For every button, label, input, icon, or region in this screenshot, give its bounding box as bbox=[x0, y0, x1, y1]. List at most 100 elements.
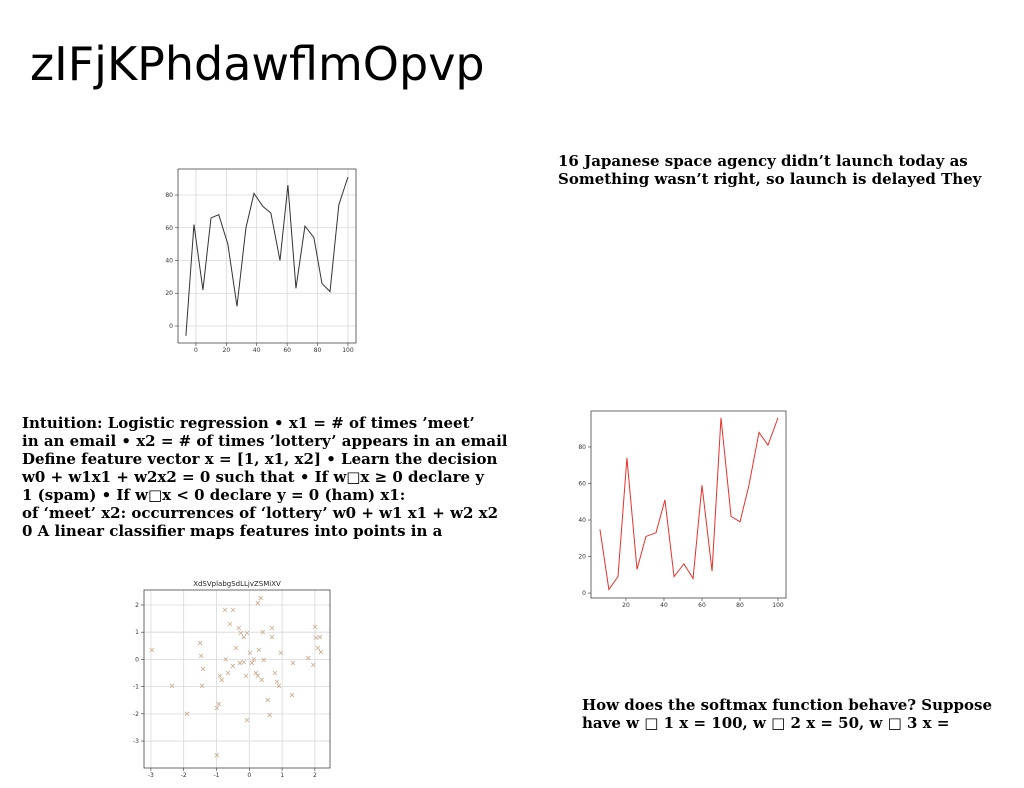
x-tick-label: 40 bbox=[253, 347, 261, 354]
scatter-point bbox=[251, 657, 257, 662]
chart: 20 40 60 80 100 0 20 40 60 80 bbox=[578, 410, 787, 609]
scatter-point bbox=[238, 630, 244, 636]
scatter-point bbox=[255, 673, 261, 679]
scatter-point bbox=[269, 634, 275, 640]
y-tick-label: 0 bbox=[582, 590, 586, 597]
x-tick-label: 0 bbox=[194, 347, 198, 354]
scatter-point bbox=[243, 673, 249, 679]
scatter-point bbox=[214, 752, 220, 758]
scatter-point bbox=[200, 666, 206, 672]
x-tick-label: 80 bbox=[314, 347, 322, 354]
x-tick-label: 20 bbox=[622, 602, 630, 609]
scatter-point bbox=[318, 649, 324, 655]
plot-frame bbox=[143, 589, 331, 769]
scatter-point bbox=[260, 629, 266, 635]
x-tick-label: 80 bbox=[736, 602, 744, 609]
scatter-point bbox=[258, 595, 264, 601]
scatter-point bbox=[184, 711, 190, 717]
scatter-point bbox=[267, 712, 272, 718]
chart: 0 20 40 60 80 100 0 20 40 60 80 bbox=[165, 168, 357, 354]
text-line: have w □ 1 x = 100, w □ 2 x = 50, w □ 3 … bbox=[582, 714, 949, 732]
scatter-point bbox=[306, 655, 311, 661]
y-tick-label: 0 bbox=[169, 323, 173, 330]
scatter-point bbox=[289, 692, 295, 698]
scatter-point bbox=[217, 673, 223, 679]
text-block: How does the softmax function behave? Su… bbox=[582, 696, 992, 732]
x-tick-label: 60 bbox=[283, 347, 291, 354]
y-tick-label: -1 bbox=[133, 684, 139, 691]
text-line: in an email • x2 = # of times ’lottery’ … bbox=[22, 432, 508, 450]
scatter-point bbox=[223, 657, 228, 662]
scatter-point bbox=[230, 663, 236, 669]
text-line: Intuition: Logistic regression • x1 = # … bbox=[22, 414, 475, 432]
x-tick-label: -2 bbox=[181, 772, 187, 779]
scatter-point bbox=[230, 607, 236, 613]
x-tick-label: 0 bbox=[247, 772, 251, 779]
scatter-point bbox=[290, 660, 296, 666]
scatter-point bbox=[312, 624, 318, 630]
scatter-point bbox=[198, 653, 204, 659]
y-tick-label: 80 bbox=[165, 192, 173, 199]
scatter-point bbox=[219, 677, 225, 683]
scatter-point bbox=[241, 659, 247, 665]
scatter-point bbox=[233, 645, 239, 651]
y-tick-label: 40 bbox=[165, 258, 173, 265]
scatter-point bbox=[278, 650, 284, 656]
y-tick-label: 2 bbox=[135, 602, 139, 609]
text-line: 16 Japanese space agency didn’t launch t… bbox=[558, 152, 968, 170]
text-line: of ‘meet’ x2: occurrences of ‘lottery’ w… bbox=[22, 504, 498, 522]
x-tick-label: 2 bbox=[313, 772, 317, 779]
scatter-point bbox=[214, 705, 220, 711]
scatter-point bbox=[216, 701, 222, 707]
scatter-point bbox=[317, 634, 323, 640]
scatter-point bbox=[259, 677, 265, 683]
scatter-point bbox=[222, 607, 228, 613]
scatter-point bbox=[255, 600, 261, 606]
x-tick-label: 60 bbox=[698, 602, 706, 609]
scatter-point bbox=[169, 683, 175, 689]
y-tick-label: 60 bbox=[165, 225, 173, 232]
scatter-point bbox=[272, 670, 278, 676]
scatter-point bbox=[265, 697, 270, 703]
scatter-point bbox=[244, 717, 250, 723]
text-line: Define feature vector x = [1, x1, x2] • … bbox=[22, 450, 498, 468]
text-line: Something wasn’t right, so launch is del… bbox=[558, 170, 983, 188]
scatter-point bbox=[249, 660, 255, 666]
scatter-point bbox=[315, 645, 321, 651]
plot-frame bbox=[590, 410, 787, 599]
scatter-point bbox=[197, 640, 203, 646]
y-tick-label: -2 bbox=[133, 711, 139, 718]
x-tick-label: 1 bbox=[280, 772, 284, 779]
x-tick-label: -1 bbox=[214, 772, 220, 779]
x-tick-label: 20 bbox=[223, 347, 231, 354]
y-tick-label: 60 bbox=[578, 480, 586, 487]
y-tick-label: 80 bbox=[578, 444, 586, 451]
scatter-point bbox=[256, 647, 262, 653]
scatter-point bbox=[313, 635, 319, 640]
x-tick-label: 100 bbox=[342, 347, 354, 354]
y-tick-label: -3 bbox=[133, 738, 139, 745]
y-tick-label: 40 bbox=[578, 517, 586, 524]
chart: XdSVplabgSdLLjvZSMiXV -3 -2 -1 0 1 2 -3 -2 -1 0 1 2 bbox=[133, 580, 331, 779]
text-line: 0 A linear classifier maps features into… bbox=[22, 522, 443, 540]
data-line bbox=[185, 176, 349, 336]
y-tick-label: 20 bbox=[578, 554, 586, 561]
plot-frame bbox=[177, 168, 357, 344]
data-line bbox=[599, 417, 779, 591]
text-line: w0 + w1x1 + w2x2 = 0 such that • If w□x … bbox=[21, 468, 485, 486]
slide-title: zIFjKPhdawflmOpvp bbox=[30, 37, 485, 91]
text-block: 16 Japanese space agency didn’t launch t… bbox=[558, 152, 983, 188]
chart-title: XdSVplabgSdLLjvZSMiXV bbox=[193, 580, 281, 588]
scatter-point bbox=[269, 625, 275, 631]
scatter-point bbox=[237, 660, 243, 666]
scatter-point bbox=[199, 683, 205, 689]
x-tick-label: 100 bbox=[772, 602, 784, 609]
x-tick-label: 40 bbox=[660, 602, 668, 609]
scatter-point bbox=[227, 621, 233, 627]
scatter-point bbox=[225, 670, 231, 676]
scatter-point bbox=[247, 650, 253, 656]
text-block: Intuition: Logistic regression • x1 = # … bbox=[21, 414, 508, 540]
text-line: 1 (spam) • If w□x < 0 declare y = 0 (ham… bbox=[22, 486, 405, 504]
scatter-point bbox=[149, 647, 155, 653]
